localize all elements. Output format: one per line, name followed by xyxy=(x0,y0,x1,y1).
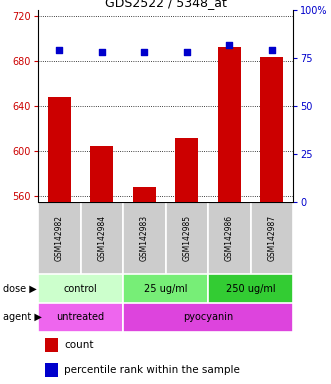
Text: percentile rank within the sample: percentile rank within the sample xyxy=(65,365,240,375)
Text: GSM142986: GSM142986 xyxy=(225,215,234,261)
Bar xyxy=(38,274,123,303)
Bar xyxy=(208,202,251,274)
Point xyxy=(269,47,274,53)
Bar xyxy=(80,202,123,274)
Bar xyxy=(45,363,58,377)
Text: 250 ug/ml: 250 ug/ml xyxy=(226,283,275,293)
Text: GSM142985: GSM142985 xyxy=(182,215,191,261)
Bar xyxy=(251,202,293,274)
Text: untreated: untreated xyxy=(57,313,105,323)
Text: control: control xyxy=(64,283,97,293)
Point xyxy=(57,47,62,53)
Bar xyxy=(38,202,80,274)
Bar xyxy=(260,58,283,202)
Text: GSM142984: GSM142984 xyxy=(97,215,106,261)
Bar xyxy=(166,202,208,274)
Text: agent ▶: agent ▶ xyxy=(3,313,42,323)
Point xyxy=(99,49,104,55)
Text: count: count xyxy=(65,340,94,350)
Bar xyxy=(175,137,199,202)
Point xyxy=(184,49,189,55)
Bar xyxy=(90,146,114,202)
Bar xyxy=(45,338,58,352)
Text: GSM142983: GSM142983 xyxy=(140,215,149,261)
Bar xyxy=(208,274,293,303)
Bar xyxy=(48,97,71,202)
Bar xyxy=(123,202,166,274)
Text: pyocyanin: pyocyanin xyxy=(183,313,233,323)
Text: 25 ug/ml: 25 ug/ml xyxy=(144,283,187,293)
Bar xyxy=(132,187,156,202)
Bar xyxy=(38,303,123,332)
Text: dose ▶: dose ▶ xyxy=(3,283,37,293)
Point xyxy=(142,49,147,55)
Bar xyxy=(217,47,241,202)
Title: GDS2522 / 5348_at: GDS2522 / 5348_at xyxy=(105,0,226,9)
Text: GSM142987: GSM142987 xyxy=(267,215,276,261)
Point xyxy=(227,41,232,48)
Text: GSM142982: GSM142982 xyxy=(55,215,64,261)
Bar xyxy=(123,303,293,332)
Bar xyxy=(123,274,208,303)
